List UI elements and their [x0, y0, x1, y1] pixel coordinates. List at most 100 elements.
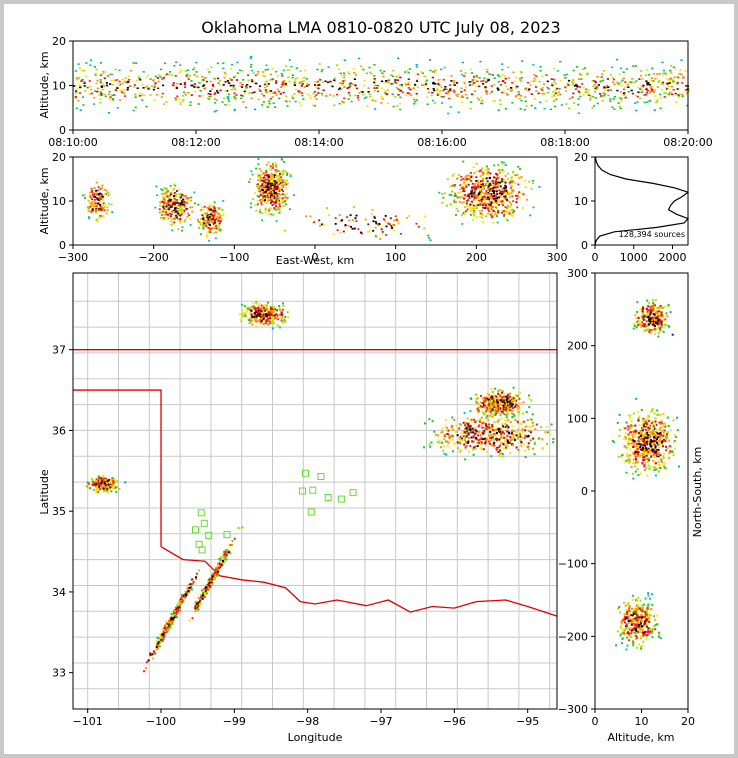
ew-altitude-source [496, 221, 499, 224]
time-altitude-source [436, 89, 439, 91]
plan-view-source [475, 429, 478, 432]
ew-altitude-source [87, 207, 90, 210]
time-altitude-source [249, 57, 252, 59]
ew-altitude-source [484, 202, 487, 205]
ew-altitude-source [454, 192, 457, 195]
ew-altitude-source [174, 195, 177, 198]
time-altitude-source [275, 94, 278, 96]
ew-altitude-source [465, 185, 468, 188]
time-altitude-source [342, 101, 345, 104]
plan-view-source [250, 319, 253, 322]
ew-altitude-source [475, 196, 478, 199]
ew-altitude-source [463, 211, 466, 213]
plan-view-source [484, 412, 487, 415]
time-altitude-source [363, 97, 366, 100]
plan-view-source [241, 309, 244, 311]
time-altitude-source [303, 76, 306, 79]
plan-view-source [158, 641, 161, 643]
time-altitude-source [656, 86, 659, 88]
plan-view-source [504, 444, 507, 447]
time-altitude-source [650, 68, 653, 71]
ew-altitude-source [495, 195, 498, 198]
ew-altitude-source [266, 192, 269, 195]
time-altitude-source [285, 65, 288, 67]
ew-altitude-source [182, 210, 184, 213]
ew-altitude-source [268, 194, 271, 196]
ew-altitude-source [504, 196, 507, 199]
plan-view-source [95, 487, 98, 490]
plan-view-source [541, 438, 544, 441]
time-altitude-source [82, 104, 85, 106]
time-altitude-source [266, 68, 269, 71]
time-altitude-source [669, 77, 673, 79]
ew-altitude-source [505, 218, 508, 220]
plan-view-source [439, 446, 442, 449]
time-altitude-source [663, 92, 666, 94]
time-altitude-source [452, 82, 455, 84]
ew-altitude-source [103, 206, 106, 209]
ew-altitude-source [475, 195, 478, 198]
time-altitude-source [110, 79, 113, 82]
plan-view-source [271, 327, 274, 330]
plan-view-source [493, 441, 496, 444]
plan-view-source [517, 406, 520, 409]
time-altitude-source [333, 77, 336, 79]
time-altitude-source [437, 83, 440, 86]
time-altitude-source [533, 80, 536, 82]
time-altitude-source [682, 77, 685, 79]
time-altitude-source [514, 95, 517, 98]
time-altitude-source [298, 91, 301, 94]
time-altitude-source [172, 84, 175, 87]
plan-view-source [487, 409, 490, 412]
time-altitude-source [507, 66, 510, 68]
ns-altitude-panel: Altitude, km North-South, km 0 10 20300200… [558, 267, 704, 744]
time-altitude-source [599, 80, 602, 82]
time-altitude-source [353, 78, 356, 80]
time-altitude-source [380, 87, 383, 90]
time-altitude-source [233, 97, 237, 100]
time-altitude-source [159, 76, 162, 78]
time-altitude-source [233, 84, 236, 87]
plan-x-tick: −96 [443, 715, 466, 728]
ew-altitude-source [163, 199, 166, 202]
ew-altitude-source [390, 224, 393, 227]
ew-altitude-source [284, 194, 287, 197]
plan-view-source [111, 484, 114, 487]
ns-altitude-source [650, 319, 653, 322]
ew-y-tick: 0 [59, 239, 66, 252]
time-altitude-source [240, 97, 243, 100]
plan-view-source [497, 396, 499, 399]
time-altitude-source [132, 109, 135, 112]
time-altitude-source [480, 102, 483, 105]
plan-view-source [115, 480, 118, 483]
time-altitude-source [430, 94, 433, 97]
time-altitude-source [512, 71, 515, 74]
plan-view-source [520, 423, 523, 426]
ew-altitude-source [515, 201, 518, 203]
time-altitude-source [99, 74, 103, 76]
plan-view-source [519, 439, 522, 442]
time-altitude-source [147, 88, 150, 90]
time-altitude-source [373, 78, 376, 80]
ew-altitude-source [270, 193, 273, 196]
ew-altitude-source [453, 185, 456, 188]
plan-view-source [218, 562, 221, 565]
plan-view-source [237, 526, 240, 529]
time-altitude-source [261, 104, 264, 106]
plan-view-source [504, 400, 507, 403]
time-altitude-source [241, 95, 245, 97]
plan-view-source [243, 304, 246, 307]
time-altitude-source [640, 85, 643, 87]
ew-altitude-source [275, 209, 278, 211]
time-altitude-source [591, 96, 594, 99]
time-altitude-source [568, 107, 571, 110]
ew-altitude-source [289, 175, 292, 178]
ew-altitude-source [162, 203, 165, 206]
plan-view-source [446, 440, 449, 443]
ew-altitude-source [466, 178, 469, 180]
ew-altitude-source [479, 175, 482, 177]
time-altitude-source [582, 94, 585, 96]
plan-view-source [467, 440, 470, 443]
plan-view-source [97, 479, 100, 482]
time-altitude-source [539, 66, 542, 68]
